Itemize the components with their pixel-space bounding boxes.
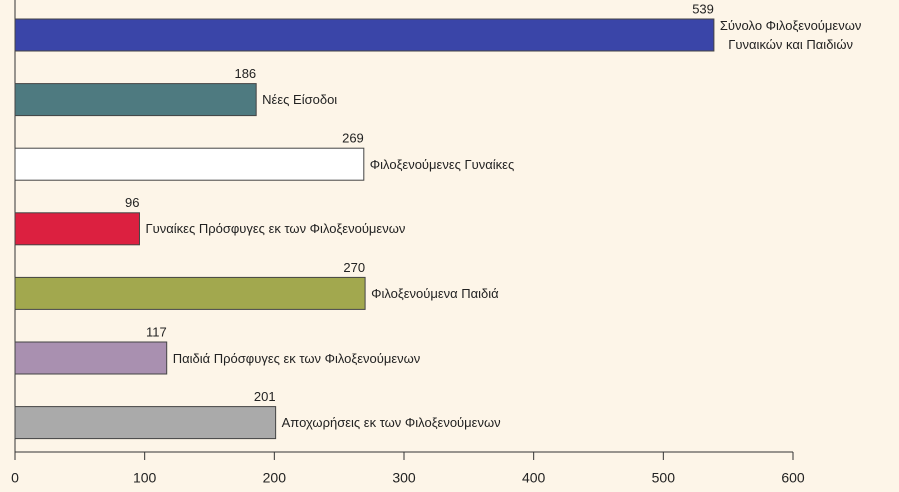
category-label: Σύνολο Φιλοξενούμενων Γυναικών και Παιδι… xyxy=(719,18,862,52)
x-tick-label: 0 xyxy=(11,470,19,486)
value-label: 269 xyxy=(342,131,364,146)
x-tick-label: 100 xyxy=(133,470,157,486)
x-tick-label: 200 xyxy=(263,470,287,486)
bar xyxy=(14,212,140,246)
bar xyxy=(14,341,168,375)
value-label: 117 xyxy=(146,324,167,339)
bar xyxy=(14,83,257,117)
category-label: Παιδιά Πρόσφυγες εκ των Φιλοξενούμενων xyxy=(172,350,421,366)
category-label: Φιλοξενούμενα Παιδιά xyxy=(371,285,499,301)
bar xyxy=(14,18,715,52)
value-label: 201 xyxy=(254,389,276,404)
category-label: Νέες Είσοδοι xyxy=(262,92,338,108)
category-label: Αποχωρήσεις εκ των Φιλοξενούμενων xyxy=(281,415,501,431)
value-label: 539 xyxy=(692,1,714,16)
category-label: Γυναίκες Πρόσφυγες εκ των Φιλοξενούμενων xyxy=(145,221,406,237)
value-label: 270 xyxy=(343,260,365,275)
category-label: Φιλοξενούμενες Γυναίκες xyxy=(369,156,515,172)
value-label: 186 xyxy=(234,66,256,81)
x-tick-label: 600 xyxy=(781,470,805,486)
bar xyxy=(14,147,365,181)
x-tick-label: 300 xyxy=(392,470,416,486)
x-tick-label: 500 xyxy=(652,470,676,486)
bar xyxy=(14,406,277,440)
value-label: 96 xyxy=(125,195,139,210)
x-tick-label: 400 xyxy=(522,470,546,486)
bar xyxy=(14,276,366,310)
